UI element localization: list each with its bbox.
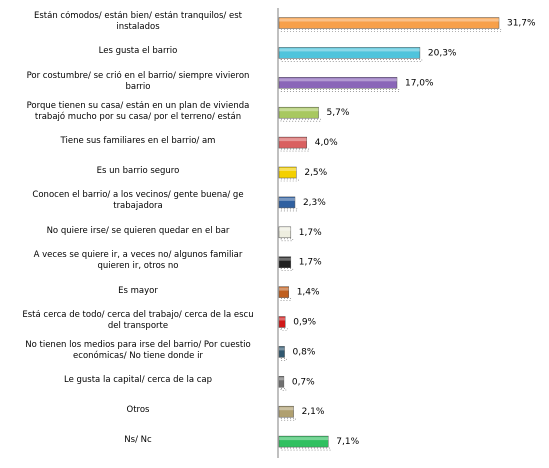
bar-shadow <box>280 417 296 421</box>
bar-shadow <box>280 89 400 92</box>
bar-shadow <box>280 238 294 242</box>
value-label: 2,3% <box>303 198 326 208</box>
value-label: 2,5% <box>304 168 327 178</box>
bar-shadow <box>280 447 331 451</box>
value-label: 1,4% <box>297 288 320 298</box>
category-label: Tiene sus familiares en el barrio/ am <box>60 136 216 147</box>
value-label: 31,7% <box>507 19 536 29</box>
bar <box>278 106 319 119</box>
bar-shadow <box>280 118 321 122</box>
bar-highlight <box>279 18 499 22</box>
category-label: Por costumbre/ se crió en el barrio/ sie… <box>26 70 250 92</box>
bar <box>278 136 308 149</box>
value-label: 17,0% <box>405 78 434 88</box>
value-label: 0,8% <box>293 347 316 357</box>
bar-highlight <box>279 197 295 201</box>
bar-highlight <box>279 347 285 351</box>
value-label: 2,1% <box>302 407 325 417</box>
category-label: Están cómodos/ están bien/ están tranqui… <box>33 11 242 32</box>
bar-shadow <box>280 29 502 32</box>
value-label: 0,7% <box>292 377 315 387</box>
bar-highlight <box>279 227 291 231</box>
bar-shadow <box>280 59 423 62</box>
bar <box>278 376 285 388</box>
value-label: 0,9% <box>293 318 316 328</box>
bar-highlight <box>279 287 289 291</box>
bar <box>278 226 292 239</box>
value-label: 4,0% <box>315 138 338 148</box>
category-label: Les gusta el barrio <box>98 46 178 57</box>
value-label: 7,1% <box>336 437 359 447</box>
category-label: Ns/ Nc <box>124 435 152 446</box>
bar-highlight <box>279 138 307 142</box>
category-label: Conocen el barrio/ a los vecinos/ gente … <box>32 190 244 212</box>
bar-shadow <box>280 148 310 152</box>
value-label: 20,3% <box>428 48 457 58</box>
bar <box>278 166 297 179</box>
bar <box>278 346 285 358</box>
category-label: No quiere irse/ se quieren quedar en el … <box>46 225 230 236</box>
bar-shadow <box>280 268 294 272</box>
bar <box>278 405 294 418</box>
bar-shadow <box>280 328 288 331</box>
category-label: No tienen los medios para irse del barri… <box>25 339 251 361</box>
category-label: Le gusta la capital/ cerca de la cap <box>63 375 213 386</box>
bar-shadow <box>280 387 287 391</box>
bar <box>278 435 329 448</box>
bar-shadow <box>280 208 298 212</box>
bar-highlight <box>279 78 397 82</box>
bar-highlight <box>279 257 291 261</box>
category-label: A veces se quiere ir, a veces no/ alguno… <box>33 250 243 272</box>
category-label: Porque tienen su casa/ están en un plan … <box>26 100 250 122</box>
bar-highlight <box>279 437 329 441</box>
bar-highlight <box>279 48 420 52</box>
category-label: Está cerca de todo/ cerca del trabajo/ c… <box>22 310 254 331</box>
category-label: Es mayor <box>118 285 158 296</box>
value-label: 5,7% <box>327 108 350 118</box>
bar <box>278 196 296 209</box>
bar <box>278 286 289 298</box>
category-label: Es un barrio seguro <box>96 166 180 176</box>
bar-highlight <box>279 168 297 171</box>
bar-highlight <box>279 377 284 381</box>
bar <box>278 316 286 328</box>
bar <box>278 256 292 268</box>
bar <box>278 47 421 59</box>
value-label: 1,7% <box>299 258 322 268</box>
category-label: Otros <box>126 405 150 416</box>
bar-shadow <box>280 178 299 182</box>
bar <box>278 77 398 89</box>
bar-shadow <box>280 358 287 361</box>
value-label: 1,7% <box>299 228 322 238</box>
bar-highlight <box>279 317 286 321</box>
bar-highlight <box>279 108 319 112</box>
bar-highlight <box>279 407 294 411</box>
bar <box>278 17 500 29</box>
bar-shadow <box>280 298 292 301</box>
